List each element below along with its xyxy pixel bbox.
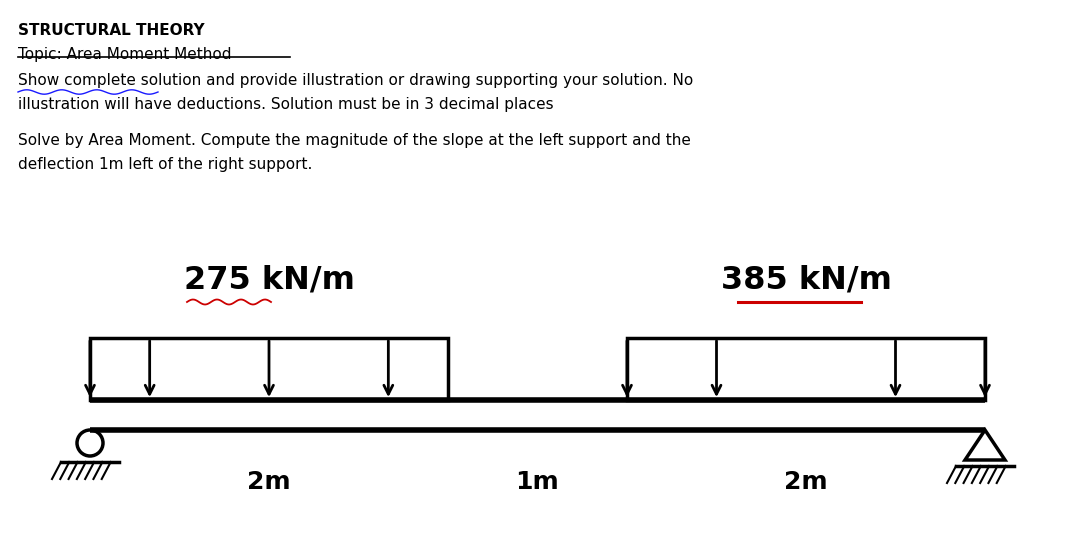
- Polygon shape: [966, 430, 1005, 460]
- Bar: [90, 338, 448, 400]
- Text: Show complete solution and provide illustration or drawing supporting your solut: Show complete solution and provide illus…: [18, 73, 693, 88]
- Text: 1m: 1m: [515, 470, 559, 494]
- Text: deflection 1m left of the right support.: deflection 1m left of the right support.: [18, 157, 312, 172]
- Text: illustration will have deductions. Solution must be in 3 decimal places: illustration will have deductions. Solut…: [18, 97, 554, 112]
- Text: 275 kN/m: 275 kN/m: [184, 265, 354, 296]
- Bar: [627, 338, 985, 400]
- Text: 385 kN/m: 385 kN/m: [720, 265, 891, 296]
- Text: 2m: 2m: [784, 470, 827, 494]
- Text: 2m: 2m: [247, 470, 291, 494]
- Text: STRUCTURAL THEORY: STRUCTURAL THEORY: [18, 23, 204, 38]
- Text: Topic: Area Moment Method: Topic: Area Moment Method: [18, 47, 231, 62]
- Text: Solve by Area Moment. Compute the magnitude of the slope at the left support and: Solve by Area Moment. Compute the magnit…: [18, 133, 691, 148]
